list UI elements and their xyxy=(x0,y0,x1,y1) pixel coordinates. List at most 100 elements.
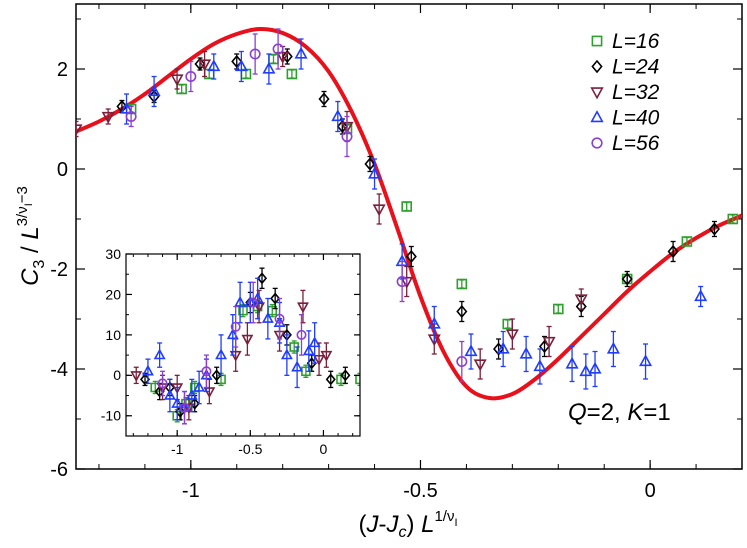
main-point-l-40 xyxy=(565,356,579,369)
main-point-l-40 xyxy=(588,361,602,374)
inset-point-l-40 xyxy=(280,348,293,360)
inset-series-l-40 xyxy=(141,277,321,425)
main-point-l-40 xyxy=(464,344,478,357)
inset-point-l-40 xyxy=(163,388,176,400)
main-y-tick-label: -6 xyxy=(50,459,68,481)
inset-point-l-16 xyxy=(355,374,360,385)
legend-marker-l-16 xyxy=(591,35,603,47)
main-point-l-56 xyxy=(272,43,284,55)
legend: L=16 L=24L=32 L=40L=56 xyxy=(590,30,660,155)
main-point-l-40 xyxy=(262,61,276,74)
main-point-l-32 xyxy=(372,204,386,217)
main-point-l-24 xyxy=(194,57,206,71)
main-point-l-16 xyxy=(681,236,693,247)
inset-point-l-40 xyxy=(261,312,274,323)
inset-plot-frame xyxy=(125,253,361,437)
inset-x-tick-label: 0 xyxy=(320,441,328,457)
inset-point-l-32 xyxy=(253,302,266,314)
main-point-l-56 xyxy=(456,355,468,368)
main-x-tick-label: -1 xyxy=(182,480,200,502)
legend-marker-l-24 xyxy=(591,59,603,74)
annotation-k-value: =1 xyxy=(643,399,670,426)
inset-point-l-40 xyxy=(291,360,304,372)
main-point-l-32 xyxy=(76,124,83,137)
main-point-l-40 xyxy=(294,46,308,59)
inset-x-tick-label: -1 xyxy=(171,441,184,457)
main-point-l-56 xyxy=(341,130,353,143)
inset-point-l-24 xyxy=(211,369,222,382)
main-point-l-32 xyxy=(473,359,487,372)
inset-plot-background xyxy=(126,254,360,436)
inset-point-l-32 xyxy=(203,387,216,399)
inset-point-l-32 xyxy=(229,350,242,362)
inset-y-tick-label: 0 xyxy=(113,367,121,383)
inset-point-l-32 xyxy=(171,383,184,395)
inset-point-l-32 xyxy=(313,354,326,366)
main-point-l-24 xyxy=(336,119,348,134)
inset-point-l-56 xyxy=(179,402,190,413)
main-point-l-24 xyxy=(708,222,720,236)
legend-label-l-56: L=56 xyxy=(612,132,660,155)
main-point-l-40 xyxy=(533,359,547,372)
main-point-l-24 xyxy=(575,299,587,314)
main-point-l-40 xyxy=(147,84,161,97)
main-point-l-24 xyxy=(456,304,468,319)
y-axis-label: C3 / L3/νI−3 xyxy=(14,186,48,286)
main-y-tick-label: -4 xyxy=(50,359,68,381)
inset-point-l-56 xyxy=(230,321,241,332)
main-point-l-40 xyxy=(119,101,134,114)
legend-marker-l-40 xyxy=(590,110,604,123)
main-point-l-56 xyxy=(125,110,137,123)
inset-point-l-24 xyxy=(340,369,351,382)
inset-point-l-40 xyxy=(171,396,184,408)
inset-point-l-40 xyxy=(185,388,198,400)
main-point-l-40 xyxy=(331,109,345,122)
main-point-l-40 xyxy=(496,341,510,354)
main-point-l-24 xyxy=(281,49,293,64)
inset-point-l-24 xyxy=(270,292,281,305)
main-point-l-32 xyxy=(505,329,519,342)
annotation-q-label: Q xyxy=(568,399,587,426)
inset-point-l-40 xyxy=(153,348,166,360)
main-point-l-24 xyxy=(621,272,633,286)
annotation-k-label: K xyxy=(627,399,644,426)
main-point-l-40 xyxy=(639,354,653,367)
inset-x-tick-label: -0.5 xyxy=(238,441,262,457)
inset-point-l-40 xyxy=(193,380,206,392)
main-point-l-16 xyxy=(286,68,298,80)
main-point-l-24 xyxy=(231,54,243,69)
fit-curve xyxy=(76,26,742,401)
main-point-l-40 xyxy=(694,289,708,302)
main-point-l-56 xyxy=(185,70,197,83)
main-point-l-32 xyxy=(101,111,115,124)
main-x-tick-label: -0.5 xyxy=(403,480,437,502)
main-point-l-40 xyxy=(427,316,441,329)
main-point-l-40 xyxy=(579,364,593,377)
main-point-l-24 xyxy=(667,244,679,259)
inset-y-tick-label: 30 xyxy=(105,246,121,262)
inset-point-l-56 xyxy=(248,297,259,308)
main-point-l-40 xyxy=(606,341,620,354)
main-point-l-56 xyxy=(249,48,261,60)
inset-point-l-56 xyxy=(201,366,212,377)
inset-point-l-32 xyxy=(297,302,309,314)
main-point-l-16 xyxy=(727,213,739,225)
inset-y-tick-label: -10 xyxy=(101,408,121,424)
legend-label-l-24: L=24 xyxy=(612,56,659,79)
inset-point-l-56 xyxy=(157,378,168,389)
main-point-l-40 xyxy=(519,346,533,359)
main-point-l-32 xyxy=(276,51,290,64)
main-point-l-40 xyxy=(368,166,382,179)
main-point-l-24 xyxy=(364,157,376,171)
main-point-l-40 xyxy=(207,59,221,72)
main-point-l-32 xyxy=(400,276,414,289)
main-point-l-32 xyxy=(542,336,556,349)
main-y-tick-label: -2 xyxy=(50,259,68,281)
x-axis-label: (J-Jc) L1/νI xyxy=(358,508,457,541)
inset-point-l-40 xyxy=(141,364,154,376)
main-point-l-24 xyxy=(405,249,417,264)
main-point-l-40 xyxy=(234,59,248,72)
inset-series-l-56 xyxy=(157,281,307,425)
main-series-l-40 xyxy=(119,38,708,390)
